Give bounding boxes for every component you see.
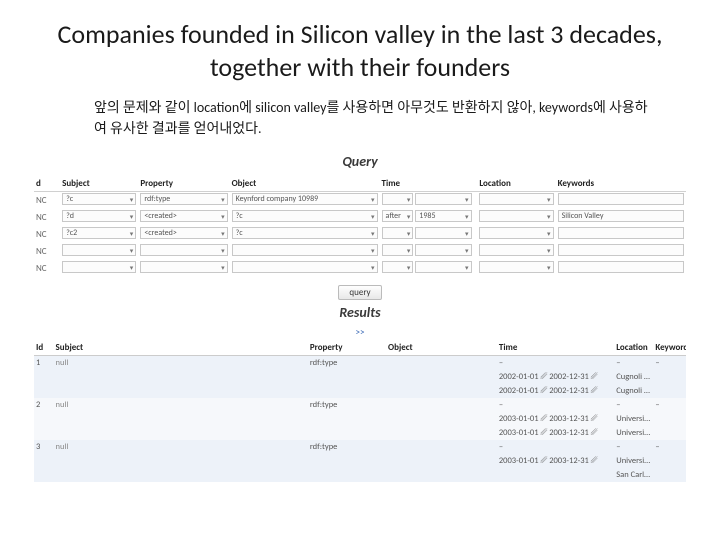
query-select[interactable]: ?c2: [62, 227, 136, 239]
results-row: 3nullrdf:type–––: [34, 440, 686, 454]
query-row: NC?c2<created>?c: [34, 226, 686, 243]
query-select[interactable]: [232, 244, 378, 256]
query-select[interactable]: [62, 244, 136, 256]
results-row: 2002-01-01 ␥ 2002-12-31 ␥Cugnoli | Provi…: [34, 370, 686, 384]
query-select[interactable]: [382, 261, 414, 273]
results-col-object: Object: [386, 340, 497, 356]
query-select[interactable]: [479, 210, 553, 222]
results-row: 2003-01-01 ␥ 2003-12-31 ␥University of P…: [34, 454, 686, 468]
results-row: 1nullrdf:type–––: [34, 356, 686, 371]
query-input[interactable]: [558, 193, 684, 205]
results-heading: Results: [34, 304, 686, 321]
query-input[interactable]: [558, 261, 684, 273]
query-select[interactable]: 1985: [415, 210, 471, 222]
results-row: 2003-01-01 ␥ 2003-12-31 ␥University of P…: [34, 412, 686, 426]
query-select[interactable]: [415, 193, 471, 205]
query-col-time: Time: [380, 176, 478, 192]
query-select[interactable]: <created>: [140, 227, 227, 239]
query-col-property: Property: [138, 176, 229, 192]
query-input[interactable]: [558, 244, 684, 256]
results-table: IdSubjectPropertyObjectTimeLocationKeywo…: [34, 340, 686, 482]
query-col-subject: Subject: [60, 176, 138, 192]
query-select[interactable]: [62, 261, 136, 273]
query-panel: Query dSubjectPropertyObjectTimeLocation…: [34, 153, 686, 482]
query-select[interactable]: Keynford company 10989: [232, 193, 378, 205]
query-heading: Query: [34, 153, 686, 170]
query-select[interactable]: [479, 261, 553, 273]
query-select[interactable]: [382, 227, 414, 239]
query-select[interactable]: <created>: [140, 210, 227, 222]
query-select[interactable]: [140, 244, 227, 256]
query-select[interactable]: ?d: [62, 210, 136, 222]
results-row: San Carlos | … …: [34, 468, 686, 482]
query-select[interactable]: [382, 244, 414, 256]
results-row: 2nullrdf:type–––: [34, 398, 686, 412]
query-row: NC: [34, 260, 686, 277]
results-col-location: Location: [614, 340, 653, 356]
query-select[interactable]: [415, 261, 471, 273]
query-input[interactable]: [558, 227, 684, 239]
page-subtitle: 앞의 문제와 같이 location에 silicon valley를 사용하면…: [94, 97, 660, 139]
query-row: NC: [34, 243, 686, 260]
query-row: NC?crdf:typeKeynford company 10989: [34, 192, 686, 210]
query-col-d: d: [34, 176, 60, 192]
results-next[interactable]: >>: [34, 327, 686, 338]
results-col-time: Time: [497, 340, 614, 356]
query-select[interactable]: [479, 244, 553, 256]
query-select[interactable]: rdf:type: [140, 193, 227, 205]
results-col-keywords: Keywords: [653, 340, 686, 356]
query-col-keywords: Keywords: [556, 176, 686, 192]
query-button[interactable]: query: [338, 285, 381, 300]
query-select[interactable]: ?c: [62, 193, 136, 205]
query-select[interactable]: [415, 244, 471, 256]
results-col-property: Property: [308, 340, 386, 356]
query-select[interactable]: [479, 193, 553, 205]
query-select[interactable]: [140, 261, 227, 273]
query-select[interactable]: after: [382, 210, 414, 222]
query-col-location: Location: [477, 176, 555, 192]
query-table: dSubjectPropertyObjectTimeLocationKeywor…: [34, 176, 686, 277]
results-col-id: Id: [34, 340, 54, 356]
query-select[interactable]: [415, 227, 471, 239]
query-row: NC?d<created>?cafter1985Silicon Valley: [34, 209, 686, 226]
results-row: 2003-01-01 ␥ 2003-12-31 ␥University of P…: [34, 426, 686, 440]
page-title: Companies founded in Silicon valley in t…: [24, 18, 696, 83]
results-row: 2002-01-01 ␥ 2002-12-31 ␥Cugnoli | Provi…: [34, 384, 686, 398]
query-select[interactable]: [382, 193, 414, 205]
results-col-subject: Subject: [54, 340, 308, 356]
query-select[interactable]: [232, 261, 378, 273]
query-select[interactable]: ?c: [232, 210, 378, 222]
query-select[interactable]: ?c: [232, 227, 378, 239]
query-select[interactable]: [479, 227, 553, 239]
query-col-object: Object: [230, 176, 380, 192]
query-input[interactable]: Silicon Valley: [558, 210, 684, 222]
